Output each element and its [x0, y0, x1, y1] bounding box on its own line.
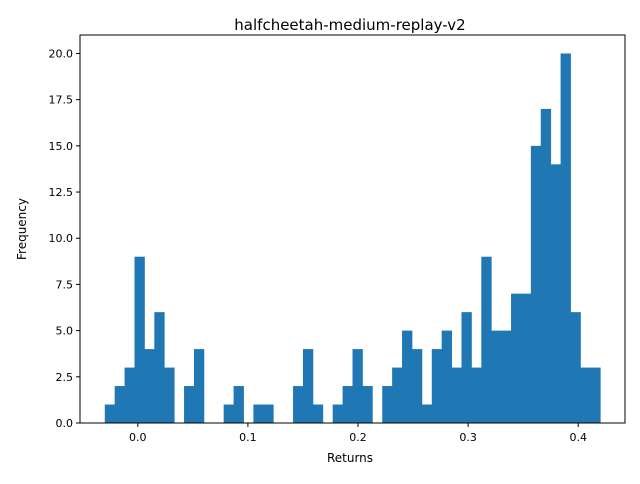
- histogram-bar: [520, 293, 532, 423]
- histogram-bar: [421, 404, 433, 423]
- x-tick-label: 0.4: [569, 431, 587, 444]
- x-tick-label: 0.1: [239, 431, 257, 444]
- histogram-bar: [124, 367, 135, 423]
- histogram-bar: [570, 312, 581, 423]
- histogram-bar: [104, 404, 116, 423]
- histogram-bar: [471, 367, 482, 423]
- histogram-bar: [441, 330, 452, 423]
- plot-frame: [79, 34, 626, 424]
- y-tick-label: 0.0: [56, 417, 74, 430]
- histogram-bar: [550, 164, 561, 424]
- histogram-bar: [312, 404, 324, 423]
- histogram-bar: [560, 53, 571, 423]
- histogram-bar: [411, 349, 423, 423]
- histogram-bar: [461, 312, 472, 423]
- histogram-bar: [362, 386, 373, 423]
- y-axis-ticks: 0.0 2.5 5.0 7.5 10.0 12.5 15.0 17.5 20.0: [49, 47, 80, 430]
- histogram-bar: [342, 386, 353, 423]
- histogram-bar: [233, 386, 244, 423]
- y-tick-label: 5.0: [56, 325, 74, 338]
- histogram-bar: [511, 293, 522, 423]
- histogram-bar: [530, 145, 542, 423]
- x-tick-label: 0.2: [349, 431, 367, 444]
- x-tick-label: 0.3: [459, 431, 477, 444]
- histogram-bar: [382, 386, 393, 423]
- histogram-bar: [431, 349, 443, 423]
- histogram-bar: [134, 256, 145, 423]
- y-tick-label: 12.5: [49, 186, 74, 199]
- histogram-bar: [302, 349, 314, 423]
- histogram-bar: [501, 330, 512, 423]
- histogram-bar: [144, 349, 155, 423]
- y-tick-label: 10.0: [49, 232, 74, 245]
- histogram-bar: [293, 386, 304, 423]
- x-tick-label: 0.0: [129, 431, 147, 444]
- histogram-bar: [580, 367, 591, 423]
- y-tick-label: 7.5: [56, 278, 74, 291]
- histogram-bar: [481, 256, 492, 423]
- histogram-bar: [392, 367, 403, 423]
- y-tick-label: 20.0: [49, 47, 74, 60]
- y-tick-label: 15.0: [49, 140, 74, 153]
- y-axis-label: Frequency: [15, 198, 29, 260]
- histogram-bar: [590, 367, 601, 423]
- histogram-bar: [332, 404, 343, 423]
- histogram-bar: [352, 349, 363, 423]
- histogram-bar: [263, 404, 274, 423]
- histogram-bar: [184, 386, 195, 423]
- histogram-bar: [402, 330, 413, 423]
- histogram-bar: [491, 330, 502, 423]
- x-axis-label: Returns: [327, 451, 373, 465]
- y-tick-label: 2.5: [56, 371, 74, 384]
- histogram-bar: [253, 404, 264, 423]
- histogram-bar: [154, 312, 165, 423]
- chart-title: halfcheetah-medium-replay-v2: [234, 16, 465, 34]
- histogram-bar: [540, 108, 552, 424]
- histogram-bar: [164, 367, 175, 423]
- histogram-bar: [451, 367, 462, 423]
- y-tick-label: 17.5: [49, 94, 74, 107]
- x-axis-ticks: 0.0 0.1 0.2 0.3 0.4: [129, 423, 587, 444]
- histogram-bar: [193, 349, 205, 423]
- histogram-bar: [223, 404, 234, 423]
- histogram-bars: [104, 53, 601, 424]
- histogram-bar: [114, 386, 125, 423]
